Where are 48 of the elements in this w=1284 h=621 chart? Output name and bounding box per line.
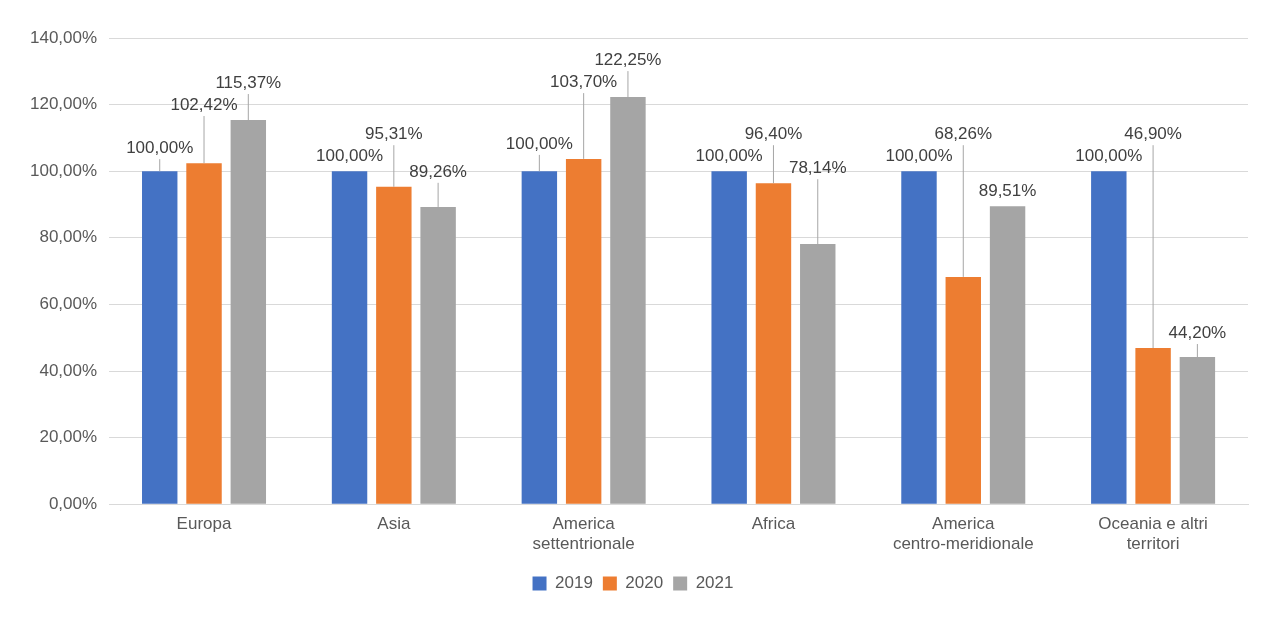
bar xyxy=(565,158,602,504)
data-label: 68,26% xyxy=(934,124,993,144)
y-tick-label: 100,00% xyxy=(29,160,98,180)
x-tick-label: Oceania e altri territori xyxy=(1098,514,1208,554)
y-tick-label: 20,00% xyxy=(39,427,98,447)
data-label: 96,40% xyxy=(744,124,803,144)
x-tick-label: America centro-meridionale xyxy=(892,514,1034,554)
bar xyxy=(989,206,1026,504)
data-label: 122,25% xyxy=(594,50,662,70)
data-label: 100,00% xyxy=(315,146,384,166)
bar xyxy=(376,186,412,504)
bar xyxy=(945,276,981,504)
x-tick-label: America settentrionale xyxy=(532,514,635,554)
data-label: 95,31% xyxy=(365,124,423,144)
bar xyxy=(521,171,558,504)
bar xyxy=(1091,171,1127,504)
data-label: 103,70% xyxy=(550,72,618,92)
x-tick-label: Asia xyxy=(377,514,411,534)
bar xyxy=(142,171,178,504)
legend-label: 2019 xyxy=(555,573,593,593)
data-label: 100,00% xyxy=(1075,146,1143,166)
bar xyxy=(186,163,222,504)
data-label: 115,37% xyxy=(215,73,282,93)
bar xyxy=(711,171,747,504)
y-tick-label: 120,00% xyxy=(29,94,98,114)
data-label: 100,00% xyxy=(126,138,194,158)
bar xyxy=(331,171,368,504)
y-tick-label: 80,00% xyxy=(39,227,98,247)
data-label: 100,00% xyxy=(505,134,573,154)
bar xyxy=(755,183,792,504)
data-label: 89,51% xyxy=(978,181,1037,201)
data-label: 102,42% xyxy=(170,95,238,115)
data-label: 44,20% xyxy=(1168,323,1227,343)
y-tick-label: 140,00% xyxy=(29,27,98,47)
x-tick-label: Africa xyxy=(751,514,796,534)
data-label: 100,00% xyxy=(885,146,953,166)
y-tick-label: 40,00% xyxy=(39,360,98,380)
bar xyxy=(1135,348,1171,504)
data-label: 100,00% xyxy=(695,146,763,166)
data-label: 46,90% xyxy=(1124,124,1182,144)
y-tick-label: 60,00% xyxy=(39,294,98,314)
bar xyxy=(901,171,937,504)
legend-label: 2021 xyxy=(695,573,734,593)
x-tick-label: Europa xyxy=(176,514,232,534)
data-label: 89,26% xyxy=(409,162,467,182)
legend-label: 2020 xyxy=(625,573,664,593)
y-tick-label: 0,00% xyxy=(48,493,98,513)
data-label: 78,14% xyxy=(788,158,847,178)
